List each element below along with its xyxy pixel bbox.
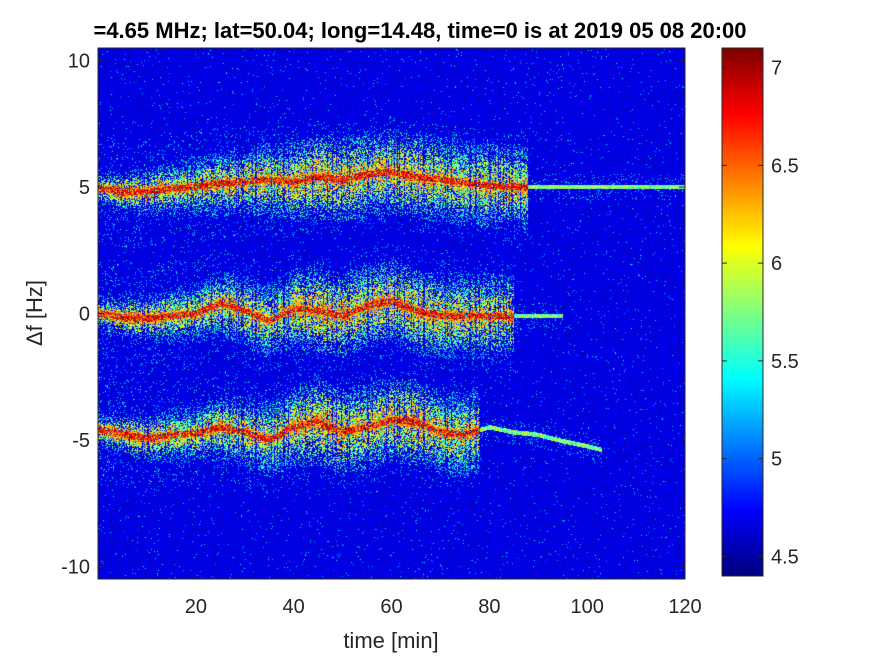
y-axis-label: Δf [Hz] <box>22 280 47 346</box>
x-tick-label: 20 <box>185 596 207 618</box>
heatmap-image <box>98 48 685 579</box>
x-tick-label: 80 <box>478 596 500 618</box>
chart-title: =4.65 MHz; lat=50.04; long=14.48, time=0… <box>93 18 746 43</box>
y-tick-label: 5 <box>79 177 90 199</box>
x-tick-label: 40 <box>283 596 305 618</box>
y-tick-label: -5 <box>72 430 90 452</box>
x-tick-label: 100 <box>570 596 603 618</box>
colorbar-frame <box>721 47 764 577</box>
y-tick-label: 0 <box>79 304 90 326</box>
y-tick-label: 10 <box>68 51 90 73</box>
x-tick-label: 120 <box>668 596 701 618</box>
colorbar-ticks: 7 6.5 6 5.5 5 4.5 <box>722 58 799 568</box>
x-axis-ticks: 20 40 60 80 100 120 <box>185 48 702 618</box>
colorbar-tick-label: 5.5 <box>771 351 799 373</box>
y-axis-ticks: 10 5 0 -5 -10 <box>61 51 685 578</box>
colorbar-tick-label: 6.5 <box>771 155 799 177</box>
colorbar-tick-label: 6 <box>771 253 782 275</box>
colorbar-tick-label: 7 <box>771 58 782 80</box>
plot-area <box>97 47 686 580</box>
colorbar-tick-label: 4.5 <box>771 546 799 568</box>
x-tick-label: 60 <box>380 596 402 618</box>
colorbar-tick-label: 5 <box>771 449 782 471</box>
y-tick-label: -10 <box>61 556 90 578</box>
x-axis-label: time [min] <box>343 628 438 653</box>
colorbar-gradient <box>722 48 763 576</box>
colorbar: 7 6.5 6 5.5 5 4.5 <box>721 47 799 577</box>
